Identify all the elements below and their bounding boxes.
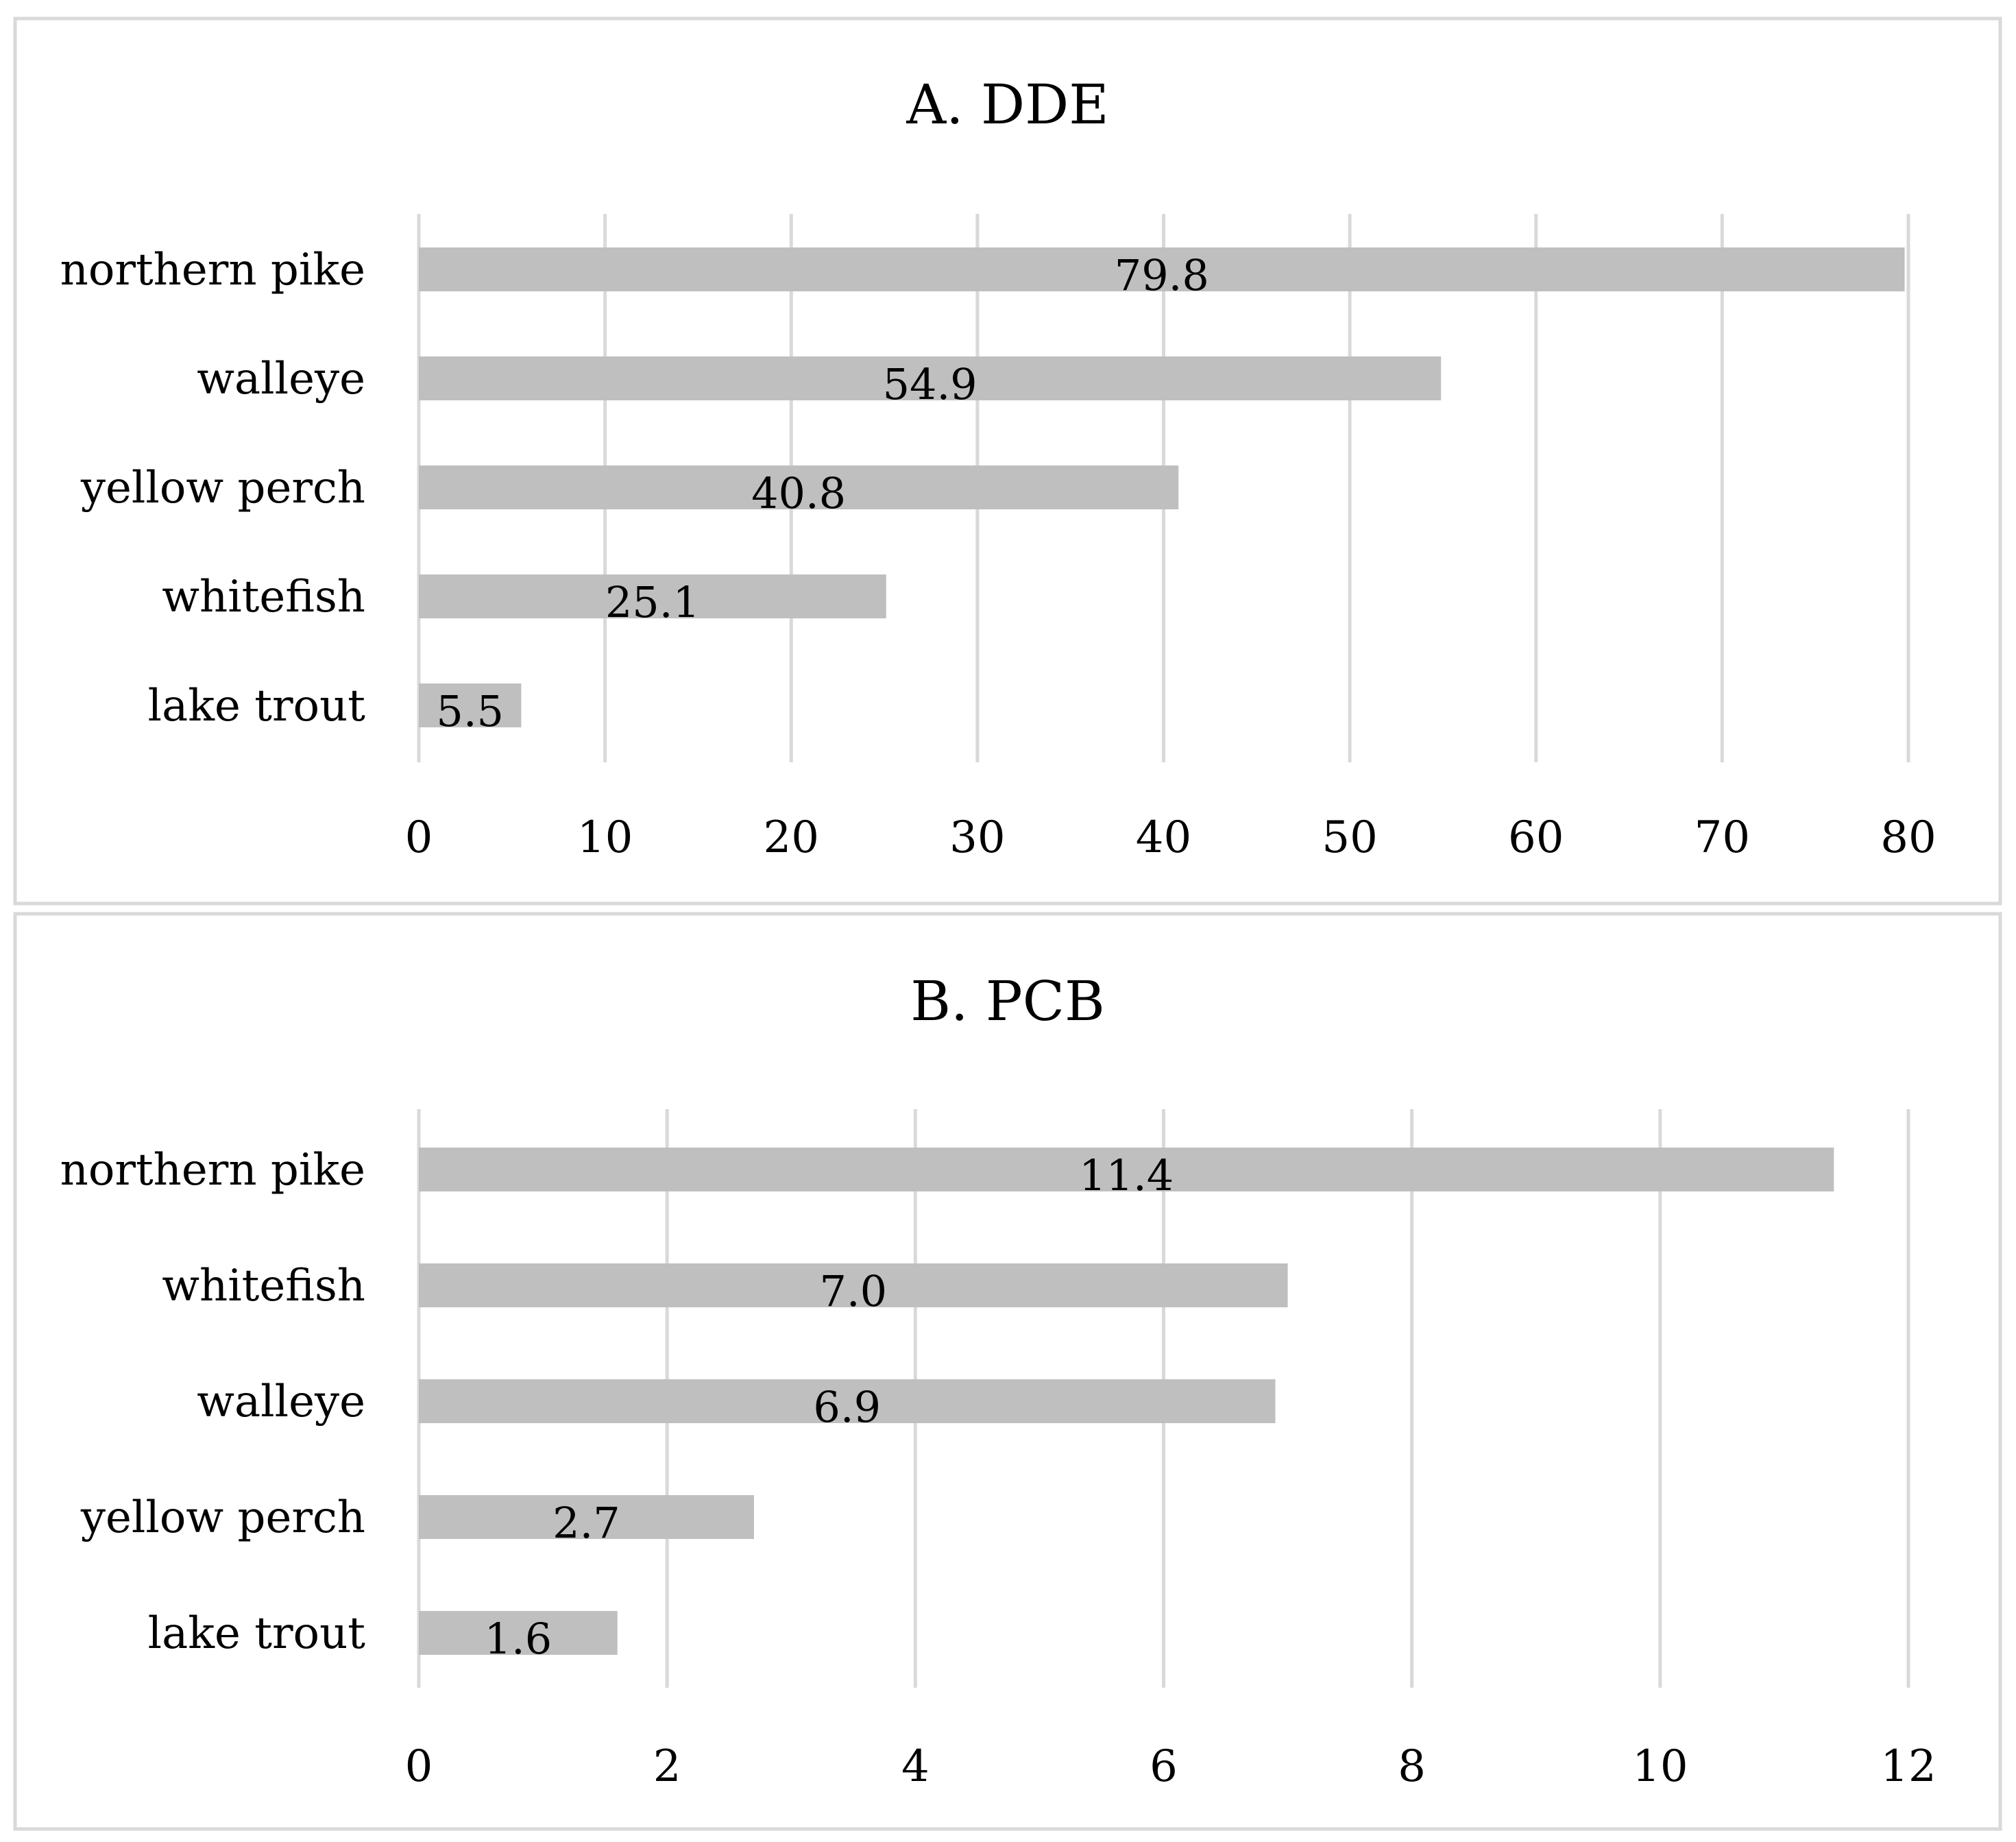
dde-x-tick-label: 30 [949, 812, 1005, 863]
dde-chart: A. DDE 0 10 20 30 40 50 60 70 80 northern pike 79.8… [13, 16, 2002, 906]
pcb-data-label: 1.6 [485, 1614, 552, 1664]
dde-data-label: 25.1 [605, 577, 700, 627]
dde-bar [419, 247, 1905, 291]
pcb-x-tick-label: 2 [653, 1741, 681, 1792]
dde-x-tick-label: 10 [577, 812, 633, 863]
pcb-x-tick-label: 12 [1880, 1741, 1936, 1792]
dde-category-label: walleye [197, 354, 365, 404]
dde-bar [419, 574, 886, 618]
dde-category-label: lake trout [148, 681, 366, 731]
pcb-category-label: walleye [197, 1377, 365, 1427]
dde-category-label: whitefish [162, 572, 365, 622]
dde-category-label: yellow perch [80, 463, 365, 513]
pcb-category-label: northern pike [60, 1145, 365, 1196]
pcb-data-label: 7.0 [819, 1266, 887, 1316]
dde-bar [419, 465, 1179, 509]
dde-data-label: 40.8 [751, 468, 846, 518]
dde-x-tick-label: 20 [764, 812, 819, 863]
pcb-bar [419, 1495, 754, 1539]
pcb-bar [419, 1148, 1834, 1191]
pcb-data-label: 2.7 [552, 1498, 620, 1548]
dde-chart-title: A. DDE [906, 73, 1108, 136]
pcb-x-tick-label: 10 [1632, 1741, 1688, 1792]
pcb-category-label: whitefish [162, 1261, 365, 1311]
pcb-x-tick-label: 6 [1150, 1741, 1178, 1792]
dde-data-label: 54.9 [883, 359, 977, 409]
pcb-x-tick-label: 4 [901, 1741, 930, 1792]
dde-x-tick-label: 50 [1322, 812, 1377, 863]
dde-category-label: northern pike [60, 245, 365, 295]
pcb-bar [419, 1379, 1276, 1423]
dde-panel-border [13, 16, 2002, 906]
dde-x-tick-label: 40 [1136, 812, 1191, 863]
pcb-category-label: yellow perch [80, 1492, 365, 1543]
dde-x-tick-label: 0 [405, 812, 433, 863]
pcb-x-tick-label: 0 [405, 1741, 433, 1792]
pcb-category-label: lake trout [148, 1608, 366, 1659]
pcb-chart: B. PCB 0 2 4 6 8 10 12 northern pike 11.4 whitefis… [13, 912, 2002, 1831]
pcb-bar [419, 1611, 618, 1655]
dde-data-label: 79.8 [1115, 250, 1209, 300]
dde-x-tick-label: 60 [1508, 812, 1564, 863]
pcb-data-label: 11.4 [1079, 1150, 1174, 1200]
dde-x-tick-label: 80 [1880, 812, 1936, 863]
dde-bar [419, 356, 1442, 400]
pcb-data-label: 6.9 [813, 1382, 881, 1432]
pcb-bar [419, 1263, 1288, 1307]
dde-x-tick-label: 70 [1695, 812, 1750, 863]
pcb-chart-title: B. PCB [910, 969, 1104, 1033]
pcb-x-tick-label: 8 [1398, 1741, 1426, 1792]
pcb-panel-border [13, 912, 2002, 1831]
dde-bar [419, 683, 522, 727]
dde-data-label: 5.5 [436, 686, 504, 736]
